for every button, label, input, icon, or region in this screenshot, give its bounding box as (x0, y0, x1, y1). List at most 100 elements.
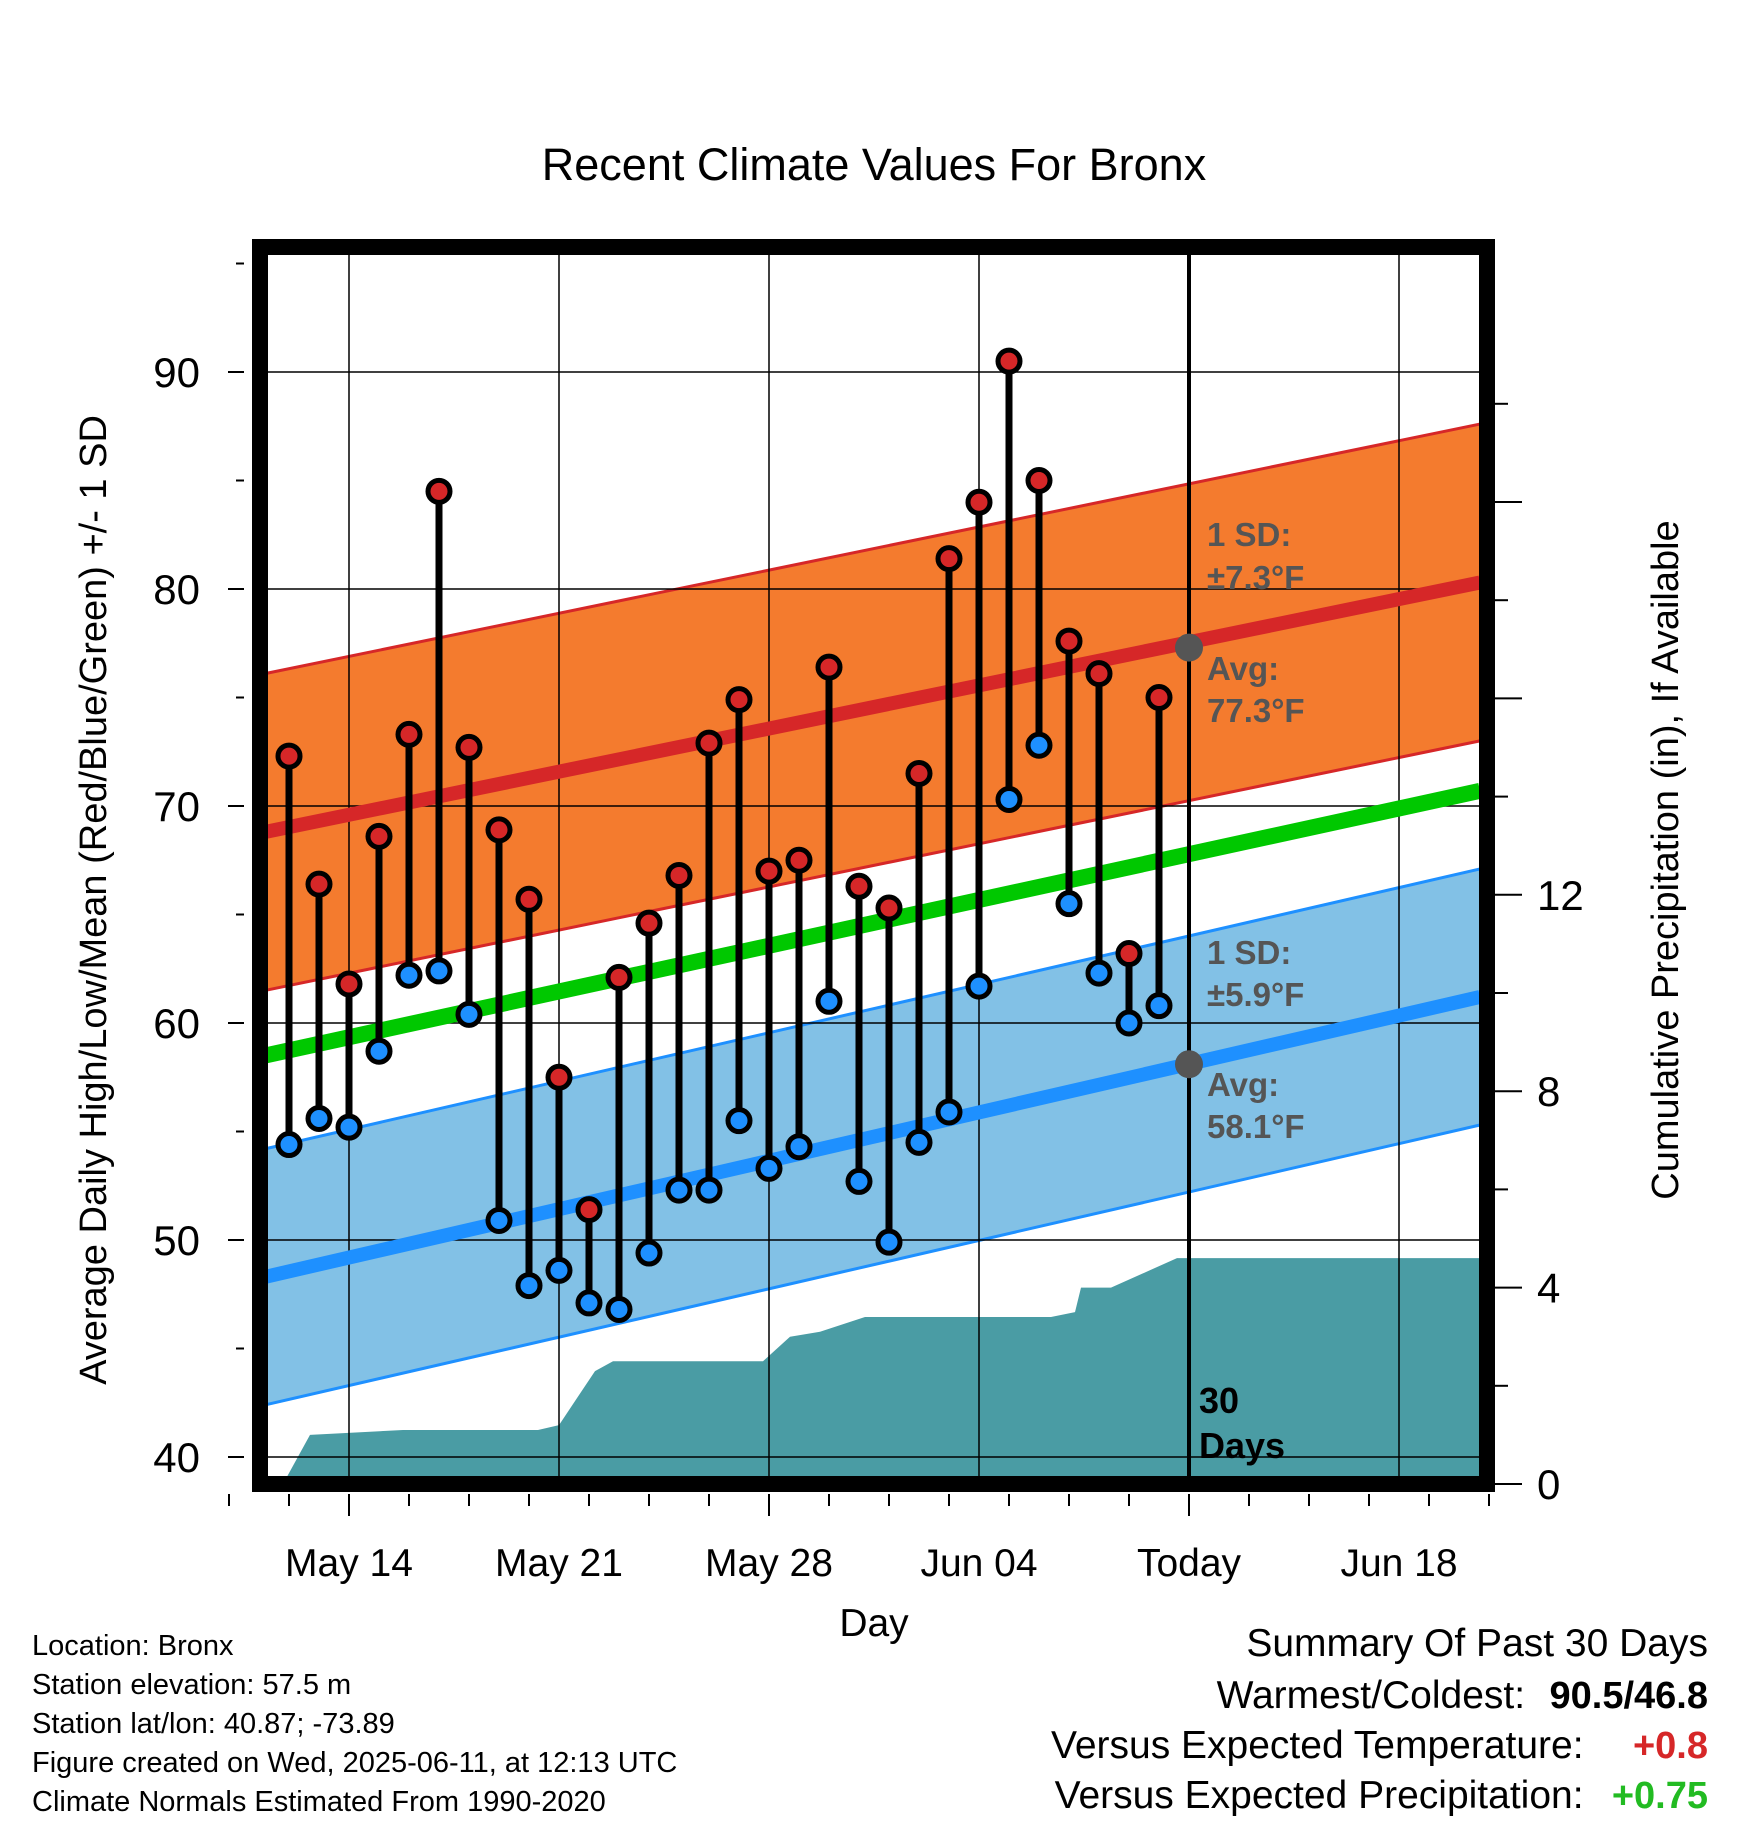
chart-title: Recent Climate Values For Bronx (542, 139, 1207, 190)
daily-low-point (425, 957, 453, 985)
daily-high-point (1025, 467, 1053, 494)
plot-frame (252, 239, 1495, 1492)
x-tick-label: May 14 (285, 1542, 413, 1585)
daily-high-point (1055, 627, 1083, 655)
low-avg-value: 58.1°F (1207, 1108, 1305, 1145)
precip-value: +0.75 (1611, 1775, 1708, 1817)
low-sd-upper-edge (264, 867, 1481, 1151)
daily-low-point (485, 1206, 513, 1234)
high-sd-label: 1 SD: (1207, 516, 1291, 553)
high-sd-value: ±7.3°F (1207, 559, 1304, 596)
daily-high-point (815, 653, 843, 681)
daily-low-point (845, 1167, 873, 1195)
daily-high-point (305, 870, 333, 898)
y-tick-label: 70 (153, 783, 200, 830)
daily-high-point (665, 861, 693, 889)
daily-low-point (305, 1104, 333, 1132)
today-label-days: Days (1199, 1425, 1285, 1466)
daily-high-point (425, 477, 453, 505)
summary-title-text: Summary Of Past 30 Days (1246, 1622, 1708, 1665)
daily-low-point (755, 1154, 783, 1182)
high-sd-upper-edge (264, 422, 1481, 676)
daily-high-point (1115, 940, 1143, 968)
x-tick-label: May 21 (495, 1542, 623, 1585)
daily-low-point (1145, 992, 1173, 1020)
daily-high-point (335, 970, 363, 998)
daily-high-point (965, 488, 993, 516)
daily-low-point (515, 1272, 543, 1300)
high-avg-label: Avg: (1207, 650, 1279, 687)
y-tick-label: 90 (153, 349, 200, 396)
daily-low-point (995, 785, 1023, 813)
summary-precip: Versus Expected Precipitation: +0.75 (1055, 1776, 1708, 1815)
high-avg-marker (1175, 633, 1203, 662)
precip-label: Versus Expected Precipitation: (1054, 1774, 1584, 1817)
summary-warm-cold: Warmest/Coldest: 90.5/46.8 (1217, 1676, 1708, 1715)
daily-low-point (1085, 959, 1113, 987)
temp-value: +0.8 (1632, 1725, 1708, 1767)
low-avg-label: Avg: (1207, 1066, 1279, 1103)
y-tick-label: 80 (153, 566, 200, 613)
y-tick-label: 60 (153, 1000, 200, 1047)
x-tick-label: Today (1137, 1542, 1242, 1585)
low-normal-line (263, 990, 1482, 1284)
daily-low-point (965, 972, 993, 1000)
daily-low-point (905, 1128, 933, 1156)
y2-tick-label: 0 (1537, 1461, 1560, 1508)
daily-high-point (875, 894, 903, 922)
daily-high-point (515, 885, 543, 913)
y2-tick-label: 4 (1537, 1265, 1560, 1312)
daily-high-point (485, 816, 513, 844)
info-location: Location: Bronx (32, 1630, 234, 1662)
low-avg-marker (1175, 1050, 1203, 1079)
daily-high-point (905, 759, 933, 787)
low-sd-value: ±5.9°F (1207, 976, 1304, 1013)
y2-tick-label: 8 (1537, 1068, 1560, 1115)
summary-temp: Versus Expected Temperature: +0.8 (1051, 1726, 1708, 1765)
daily-high-point (1085, 660, 1113, 688)
daily-high-point (845, 872, 873, 900)
daily-low-point (815, 987, 843, 1015)
daily-low-point (575, 1289, 603, 1317)
daily-low-point (1025, 731, 1053, 759)
y2-axis-label: Cumulative Precipitation (in), If Availa… (1645, 520, 1687, 1199)
daily-low-point (1055, 890, 1083, 918)
today-label-number: 30 (1199, 1380, 1239, 1421)
low-sd-label: 1 SD: (1207, 934, 1291, 971)
daily-low-point (635, 1239, 663, 1267)
y-tick-label: 40 (153, 1434, 200, 1481)
daily-high-point (635, 909, 663, 937)
daily-low-point (605, 1295, 633, 1323)
daily-high-point (725, 686, 753, 714)
daily-low-point (695, 1176, 723, 1204)
daily-high-point (695, 729, 723, 757)
info-latlon: Station lat/lon: 40.87; -73.89 (32, 1708, 395, 1740)
y-tick-label: 50 (153, 1217, 200, 1264)
x-tick-label: Jun 18 (1340, 1542, 1457, 1585)
y-axis-label: Average Daily High/Low/Mean (Red/Blue/Gr… (73, 415, 115, 1385)
low-sd-lower-edge (264, 1123, 1481, 1407)
daily-low-point (725, 1107, 753, 1135)
daily-low-point (1115, 1009, 1143, 1037)
info-elevation: Station elevation: 57.5 m (32, 1669, 352, 1701)
daily-low-point (935, 1098, 963, 1126)
warm-cold-label: Warmest/Coldest: (1216, 1674, 1526, 1717)
daily-low-point (545, 1256, 573, 1284)
daily-low-point (785, 1133, 813, 1161)
daily-high-point (935, 545, 963, 573)
precip-area (283, 1258, 1480, 1484)
daily-low-point (665, 1176, 693, 1204)
daily-low-point (335, 1113, 363, 1141)
daily-high-point (545, 1063, 573, 1091)
daily-high-point (395, 720, 423, 748)
warm-cold-value: 90.5/46.8 (1549, 1675, 1708, 1717)
daily-high-point (275, 742, 303, 770)
x-axis-label: Day (839, 1602, 909, 1645)
daily-high-point (575, 1196, 603, 1224)
summary-title: Summary Of Past 30 Days (1246, 1624, 1708, 1663)
info-created: Figure created on Wed, 2025-06-11, at 12… (32, 1747, 678, 1779)
daily-high-point (995, 347, 1023, 375)
daily-low-point (455, 1000, 483, 1028)
daily-low-point (395, 961, 423, 989)
